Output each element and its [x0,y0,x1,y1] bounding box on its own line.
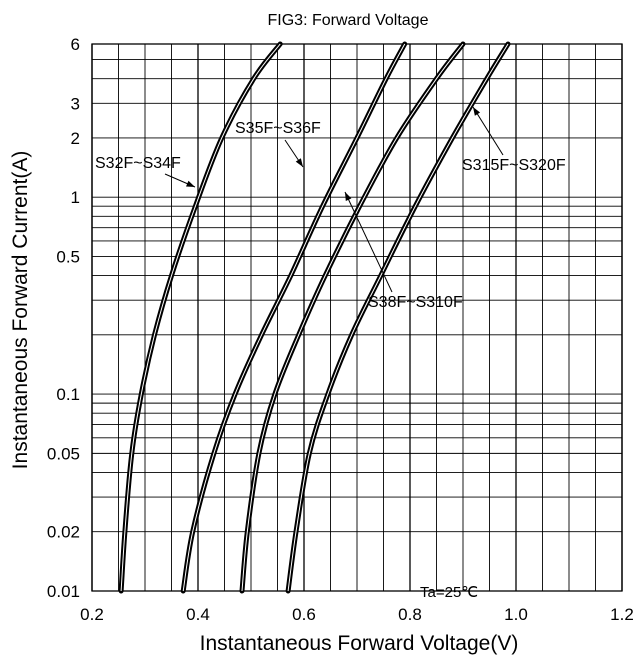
x-tick-label: 0.6 [292,605,316,624]
y-tick-label: 3 [71,94,80,113]
x-tick-label: 0.4 [186,605,210,624]
y-tick-label: 6 [71,35,80,54]
series-label-arrowhead [186,180,195,187]
temperature-annotation: Ta=25℃ [420,584,478,601]
y-tick-label: 0.05 [47,444,80,463]
series-label: S35F~S36F [235,120,321,137]
series-label-arrowhead [295,158,303,167]
series-label-leader [472,106,504,156]
series-label-arrowhead [473,107,481,116]
x-tick-label: 1.0 [504,605,528,624]
series-line [285,41,511,594]
major-grid [91,43,623,592]
y-axis-label: Instantaneous Forward Current(A) [9,151,32,470]
x-tick-label: 0.2 [80,605,104,624]
y-tick-label: 0.02 [47,523,80,542]
y-tick-label: 1 [71,188,80,207]
y-tick-label: 2 [71,129,80,148]
plot-frame [91,43,623,592]
series-label-arrowhead [345,192,352,201]
y-tick-label: 0.1 [56,385,80,404]
series-line-highlight [120,43,281,592]
x-tick-label: 0.8 [398,605,422,624]
x-tick-labels: 0.2 0.4 0.6 0.8 1.0 1.2 [80,605,634,624]
series-line-highlight [287,43,509,592]
series-label: S315F~S320F [462,157,566,174]
series-label: S32F~S34F [95,155,181,172]
series-label: S38F~S310F [368,294,463,311]
y-tick-labels: 0.01 0.02 0.05 0.1 0.5 1 2 3 6 [47,35,80,601]
chart-title: FIG3: Forward Voltage [268,12,429,29]
series-line-highlight [241,43,464,592]
x-tick-label: 1.2 [610,605,634,624]
x-axis-label: Instantaneous Forward Voltage(V) [200,632,519,655]
series-labels: S32F~S34F S35F~S36F S38F~S310F S315F~S320F [95,106,566,311]
y-tick-label: 0.01 [47,582,80,601]
minor-grid [92,43,622,591]
series-layer [118,41,511,594]
series-label-leader [344,191,393,293]
y-tick-label: 0.5 [56,247,80,266]
series-line-highlight [182,43,406,592]
